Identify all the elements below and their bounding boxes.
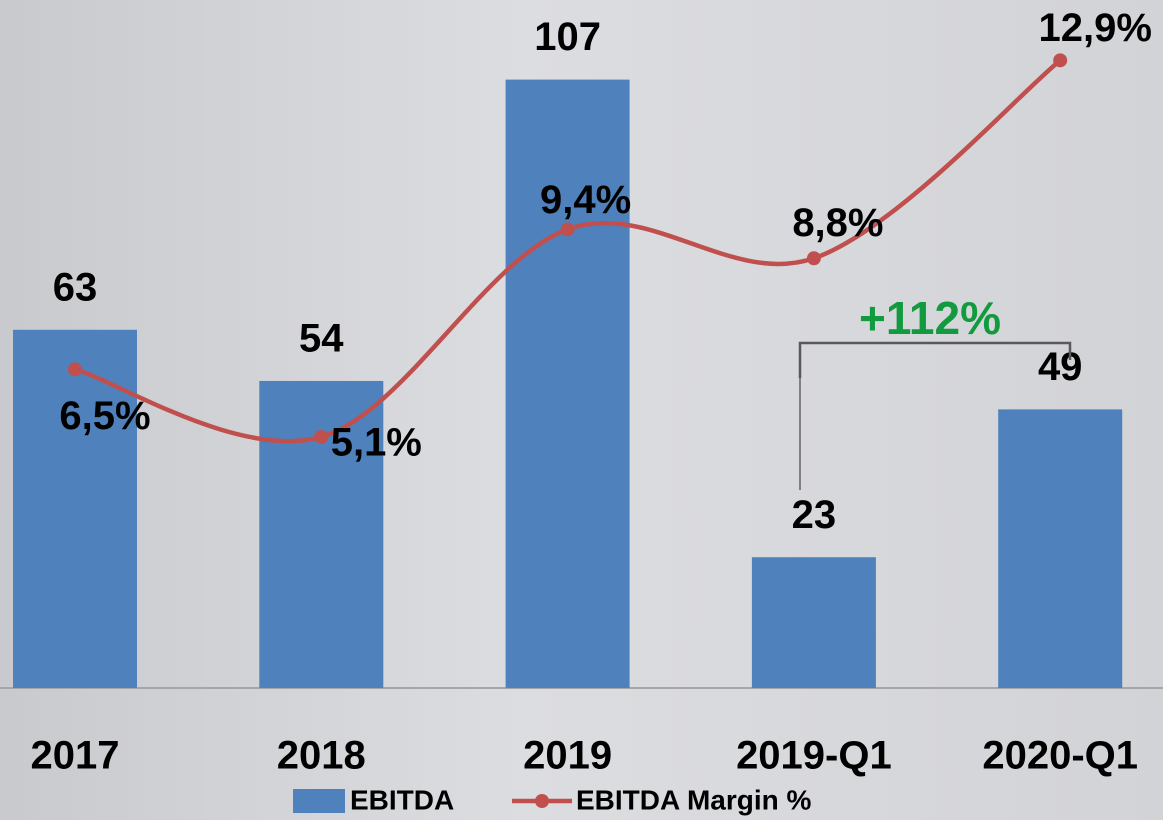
bar-value-label: 107: [534, 15, 601, 59]
bar: [505, 79, 630, 689]
legend-swatch: [293, 789, 345, 813]
bar-value-label: 63: [53, 265, 98, 309]
margin-value-label: 9,4%: [540, 178, 631, 222]
bar: [998, 409, 1123, 688]
margin-point: [560, 222, 575, 237]
x-tick-label: 2018: [277, 734, 366, 778]
margin-point: [314, 429, 329, 444]
margin-value-label: 6,5%: [59, 394, 150, 438]
x-tick-label: 2019: [523, 734, 612, 778]
x-tick-label: 2020-Q1: [982, 734, 1138, 778]
margin-value-label: 5,1%: [331, 421, 422, 465]
legend-label: EBITDA: [350, 784, 454, 815]
bar-value-label: 54: [299, 317, 344, 361]
margin-point: [1053, 53, 1068, 68]
bar: [13, 329, 137, 688]
margin-value-label: 8,8%: [792, 201, 883, 245]
x-tick-label: 2019-Q1: [736, 734, 892, 778]
legend-marker: [535, 794, 549, 808]
bar: [751, 557, 876, 688]
margin-point: [68, 362, 82, 377]
annotation: +112%: [859, 292, 1001, 344]
bar-value-label: 49: [1038, 345, 1083, 389]
margin-value-label: 12,9%: [1038, 6, 1151, 50]
margin-point: [806, 251, 821, 266]
x-tick-label: 2017: [31, 734, 120, 778]
legend-label: EBITDA Margin %: [576, 784, 812, 815]
bar-value-label: 23: [792, 493, 837, 537]
annotation-bracket: [798, 341, 1072, 378]
